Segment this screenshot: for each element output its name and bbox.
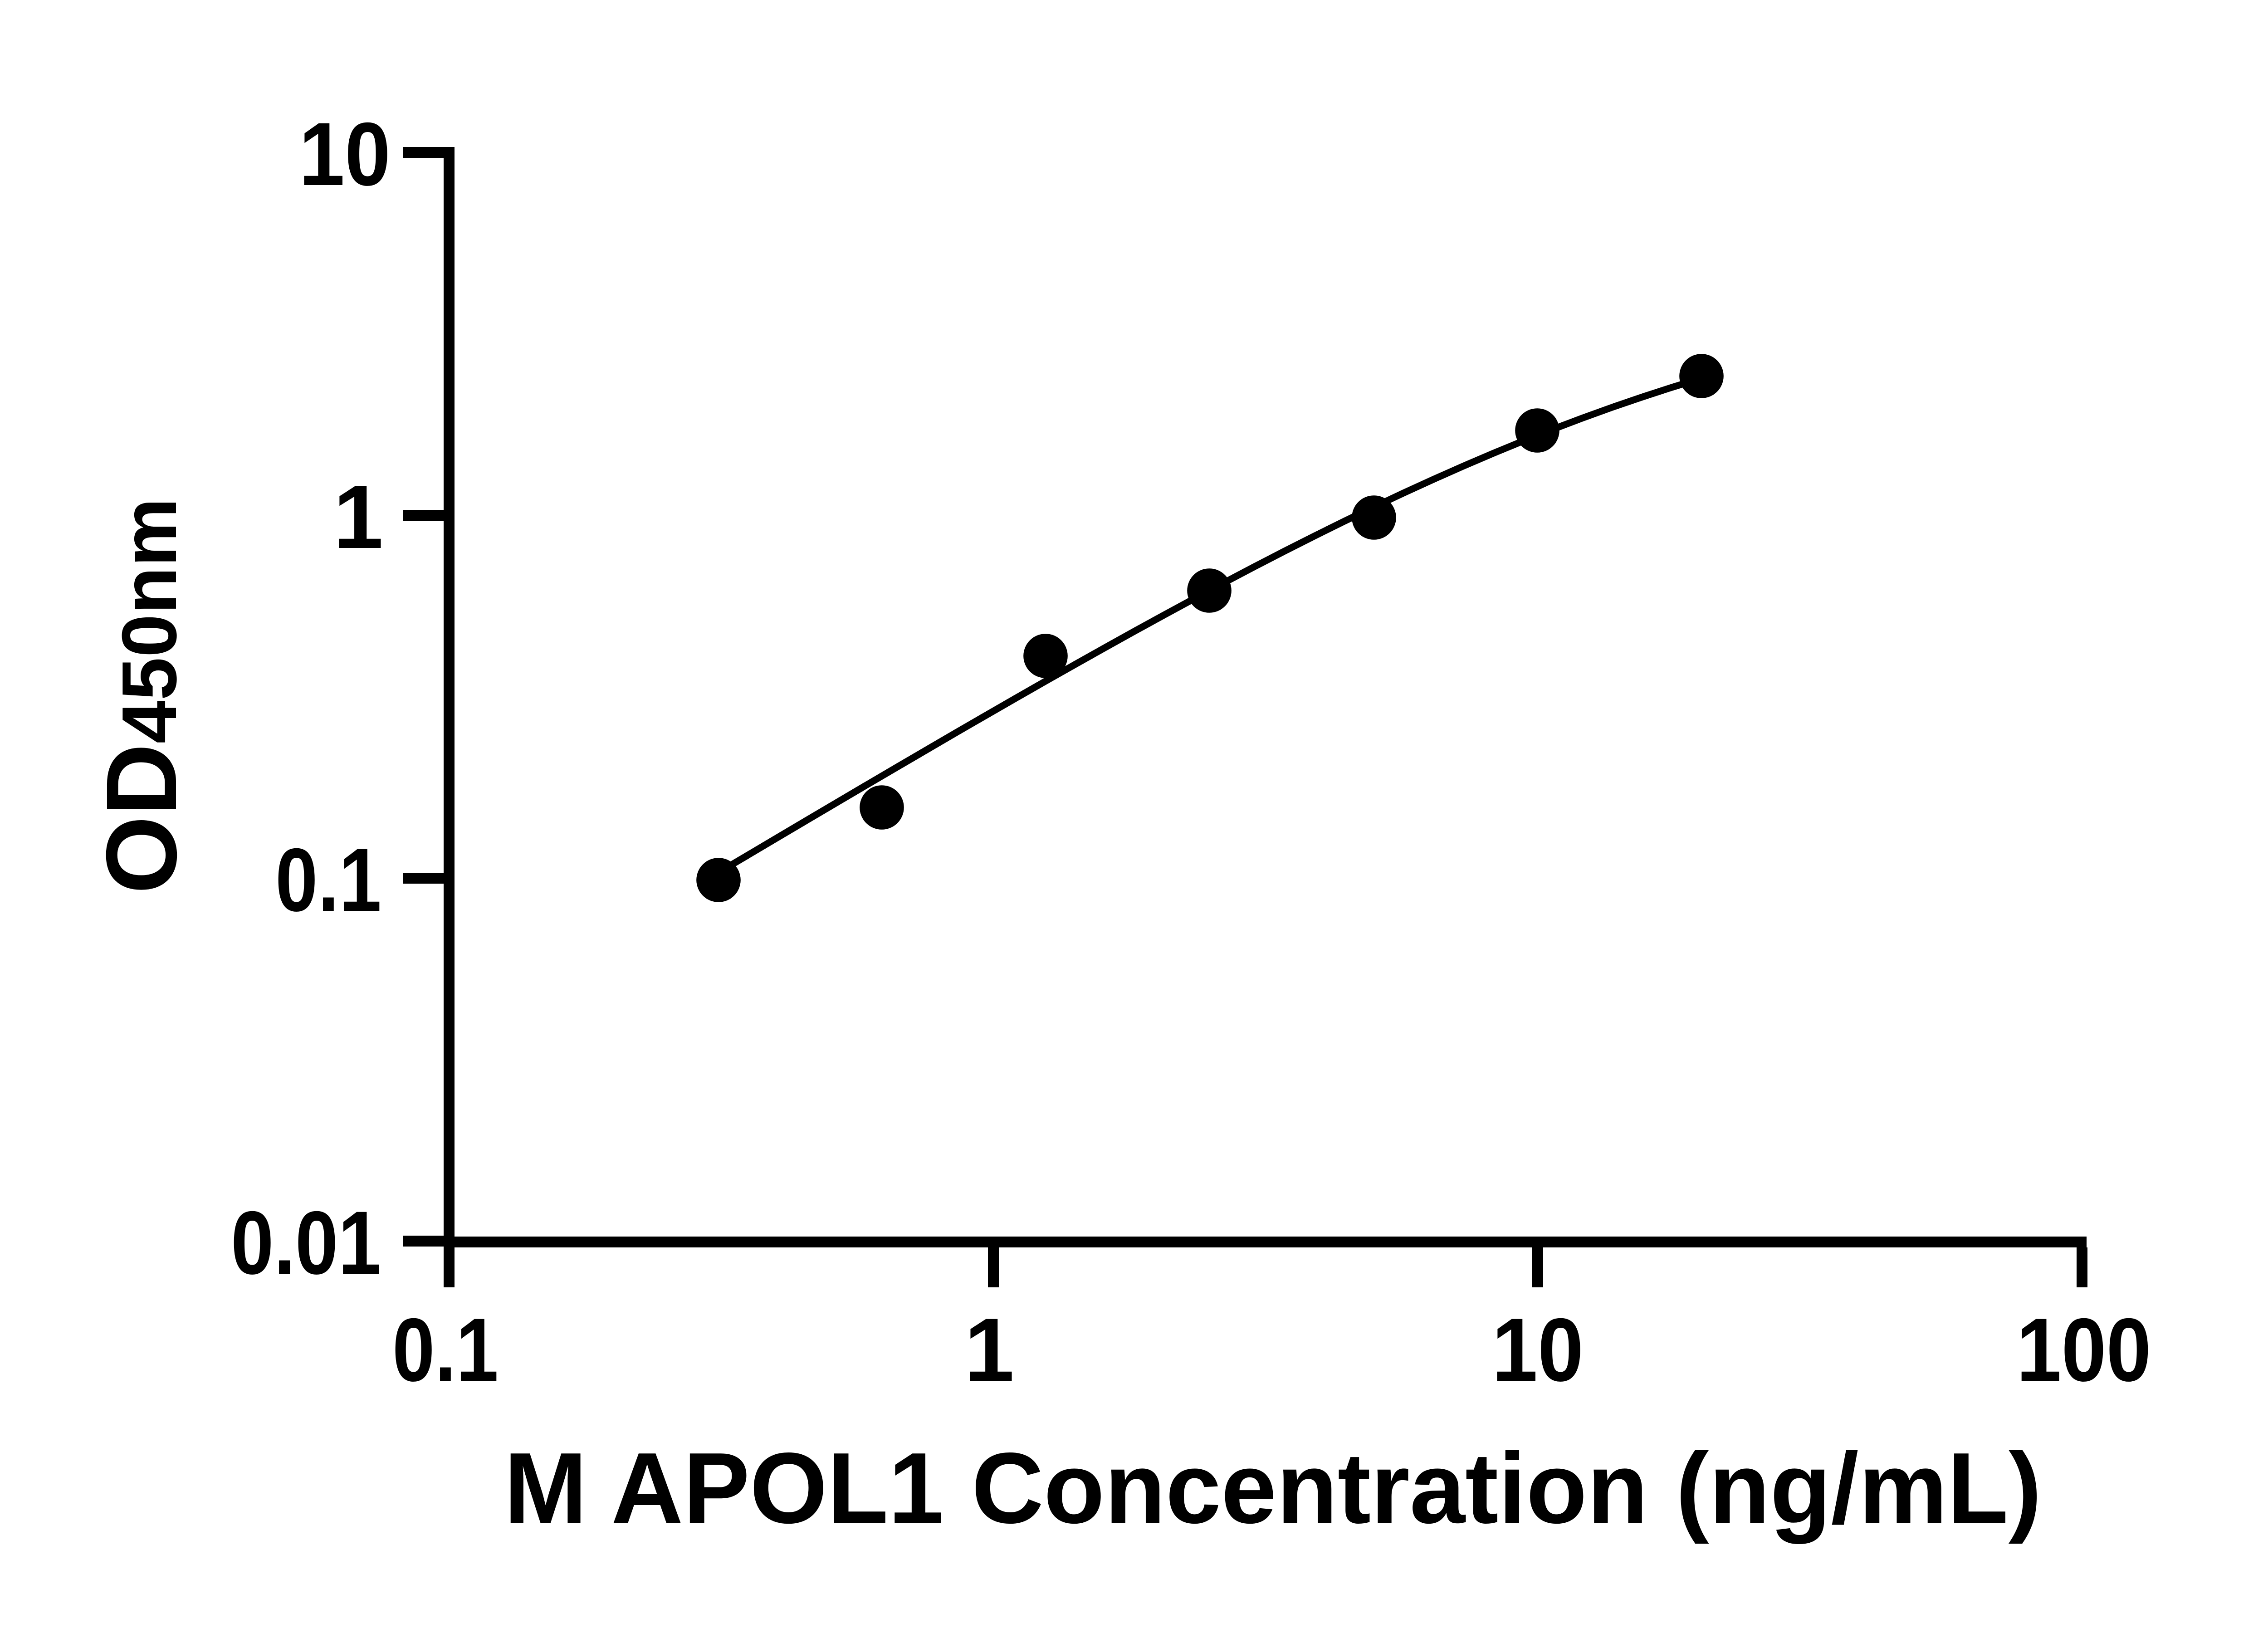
svg-text:0.1: 0.1 <box>275 830 381 930</box>
svg-text:0.01: 0.01 <box>231 1193 381 1293</box>
svg-text:1: 1 <box>333 467 383 567</box>
svg-text:1: 1 <box>964 1300 1014 1400</box>
svg-text:10: 10 <box>1492 1300 1584 1400</box>
svg-text:10: 10 <box>299 104 391 204</box>
svg-text:100: 100 <box>2017 1300 2151 1400</box>
svg-text:M APOL1 Concentration (ng/mL): M APOL1 Concentration (ng/mL) <box>504 1432 2042 1545</box>
svg-text:OD450nm: OD450nm <box>85 498 197 894</box>
svg-text:0.1: 0.1 <box>392 1300 499 1400</box>
